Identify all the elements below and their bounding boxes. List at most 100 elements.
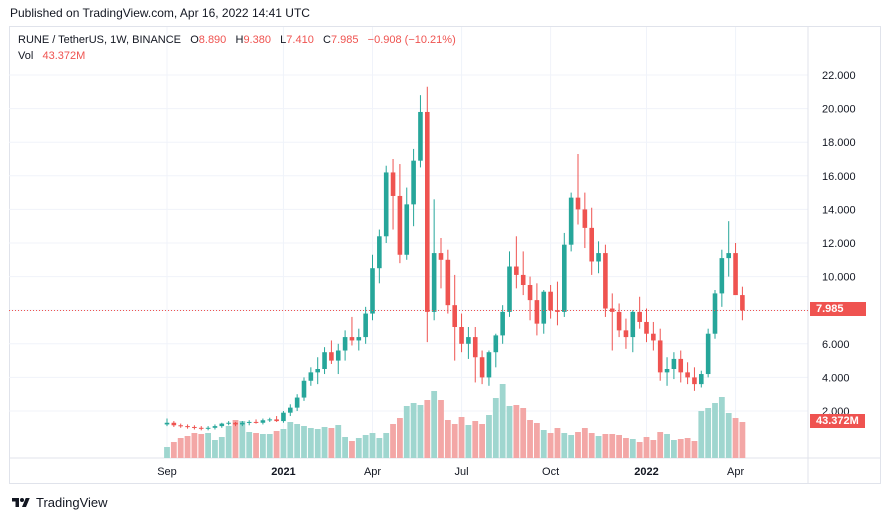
footer-branding[interactable]: TradingView: [10, 495, 108, 510]
candle-body: [568, 197, 574, 245]
volume-bar: [581, 428, 588, 458]
volume-bar: [527, 420, 533, 458]
volume-bar: [191, 433, 198, 458]
candle-body: [246, 421, 252, 423]
candle-body: [623, 330, 629, 338]
volume-bar: [232, 420, 239, 458]
volume-bar: [410, 403, 417, 458]
candle-body: [527, 285, 533, 301]
volume-bar: [554, 428, 561, 458]
candle-body: [438, 253, 444, 260]
candle-body: [548, 291, 553, 311]
volume-bar: [335, 425, 342, 458]
volume-bar: [170, 442, 177, 458]
candle-body: [431, 253, 437, 312]
candle-body: [562, 244, 567, 312]
candle-body: [226, 422, 231, 424]
candle-body: [507, 266, 512, 312]
volume-bar: [540, 430, 547, 458]
volume-bar: [438, 400, 444, 458]
volume-bar: [198, 434, 205, 458]
volume-bar: [568, 435, 575, 458]
candle-body: [678, 358, 684, 373]
candle-body: [281, 412, 286, 422]
volume-bar: [273, 431, 280, 458]
volume-bar: [547, 433, 554, 458]
candle-body: [596, 253, 601, 262]
volume-bar: [705, 408, 712, 458]
volume-bar: [472, 421, 479, 458]
candle-body: [219, 423, 225, 427]
volume-bar: [499, 384, 506, 458]
candle-body: [370, 268, 375, 314]
legend-close-label: C: [323, 34, 331, 46]
candle-body: [253, 421, 259, 423]
volume-bar: [301, 426, 307, 458]
volume-bar: [623, 438, 629, 458]
volume-bar: [609, 434, 616, 458]
volume-bar: [588, 433, 595, 458]
volume-bar: [328, 428, 335, 458]
candle-body: [445, 259, 451, 306]
candle-body: [486, 352, 492, 378]
volume-bar: [451, 424, 458, 458]
candle-body: [733, 253, 738, 296]
candle-body: [329, 352, 334, 361]
candle-body: [616, 311, 622, 331]
current-volume-badge: 43.372M: [810, 414, 865, 428]
candle-body: [479, 357, 485, 378]
candle-body: [575, 197, 581, 210]
y-tick-label: 4.000: [822, 372, 850, 384]
legend-low-value: 7.410: [286, 34, 314, 46]
x-tick-label: 2022: [634, 466, 658, 478]
volume-bar: [431, 391, 438, 458]
candle-body: [500, 311, 505, 336]
candle-body: [651, 333, 656, 341]
volume-bar: [403, 406, 410, 458]
candle-body: [637, 311, 642, 322]
candle-body: [699, 374, 704, 385]
candle-body: [377, 236, 382, 269]
x-tick-label: Oct: [542, 466, 559, 478]
candle-body: [671, 358, 677, 369]
volume-bar: [513, 405, 520, 458]
volume-bar: [205, 433, 211, 458]
candle-body: [582, 209, 588, 228]
volume-bar: [225, 426, 232, 458]
candle-body: [630, 311, 636, 338]
tradingview-logo-icon: [12, 497, 30, 507]
candle-body: [260, 420, 266, 423]
volume-bar: [664, 434, 670, 458]
volume-bar: [417, 405, 424, 458]
candle-body: [411, 160, 416, 205]
volume-bar: [424, 400, 431, 458]
volume-bar: [294, 424, 301, 458]
volume-bar: [253, 433, 259, 458]
candle-body: [541, 291, 547, 324]
candle-body: [192, 426, 197, 428]
volume-bar: [362, 435, 369, 458]
volume-bar: [725, 413, 732, 458]
candle-body: [705, 333, 711, 375]
candle-body: [198, 427, 204, 429]
volume-bar: [691, 441, 698, 458]
candle-body: [267, 419, 273, 421]
candle-body: [205, 427, 211, 429]
candle-body: [555, 310, 560, 312]
y-tick-label: 16.000: [822, 171, 856, 183]
volume-bar: [671, 440, 677, 458]
candle-body: [288, 407, 293, 413]
volume-bar: [184, 436, 191, 458]
y-tick-label: 22.000: [822, 70, 856, 82]
legend-open-label: O: [190, 34, 199, 46]
volume-bar: [212, 440, 218, 458]
volume-bar: [479, 424, 485, 458]
volume-bar: [520, 408, 527, 458]
legend-row-ohlc: RUNE / TetherUS, 1W, BINANCE O8.890 H9.3…: [18, 34, 456, 46]
legend-row-volume: Vol 43.372M: [18, 50, 456, 62]
candle-body: [363, 313, 368, 338]
volume-bar: [314, 429, 321, 458]
legend-symbol: RUNE / TetherUS, 1W, BINANCE: [18, 34, 182, 46]
candle-body: [459, 327, 464, 344]
